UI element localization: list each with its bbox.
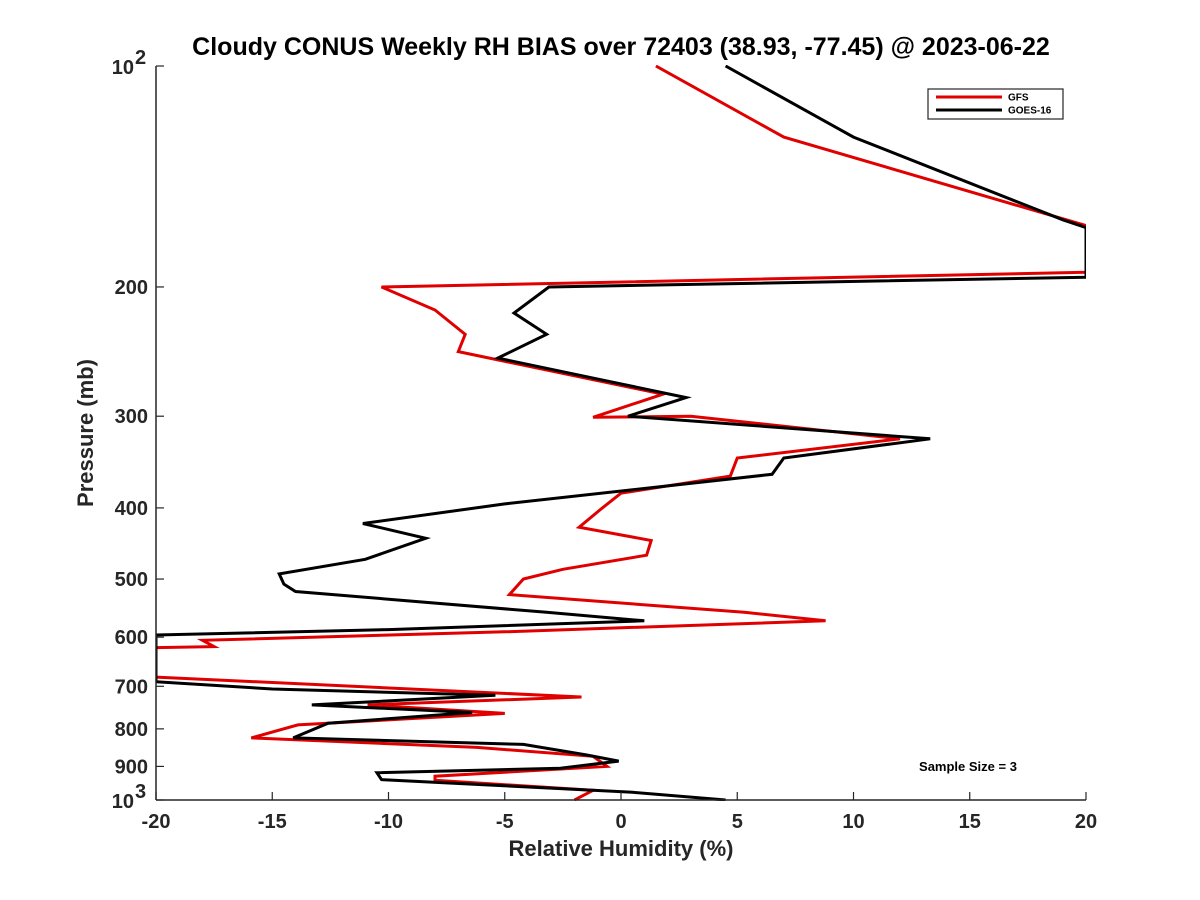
y-axis-label: Pressure (mb)	[73, 359, 98, 507]
x-tick-label: 15	[959, 811, 981, 833]
y-tick-label: 900	[115, 756, 148, 778]
series-layer	[156, 65, 1086, 801]
x-tick-label: 10	[842, 811, 864, 833]
x-tick-label: -5	[496, 811, 514, 833]
series-line-goes-16	[156, 65, 1086, 801]
y-tick-label: 10	[112, 791, 134, 813]
y-tick-exponent: 3	[135, 781, 146, 803]
x-tick-label: -10	[374, 811, 403, 833]
y-tick-label: 500	[115, 569, 148, 591]
legend-box	[927, 88, 1064, 120]
series-line-gfs	[156, 65, 1086, 801]
y-tick-label: 400	[115, 498, 148, 520]
sample-size-annotation: Sample Size = 3	[919, 759, 1017, 774]
y-tick-label: 700	[115, 676, 148, 698]
chart-title: Cloudy CONUS Weekly RH BIAS over 72403 (…	[192, 33, 1050, 61]
plot-background	[156, 66, 1086, 800]
y-tick-label: 10	[112, 57, 134, 79]
plot-area	[156, 66, 1086, 800]
x-tick-label: 0	[615, 811, 626, 833]
x-axis-label: Relative Humidity (%)	[509, 836, 734, 861]
x-tick-label: 5	[732, 811, 743, 833]
x-tick-label: 20	[1075, 811, 1097, 833]
legend-label: GFS	[1008, 93, 1029, 104]
legend: GFS GOES-16	[927, 88, 1064, 120]
legend-label: GOES-16	[1008, 106, 1052, 117]
x-tick-label: -15	[258, 811, 287, 833]
y-tick-label: 300	[115, 406, 148, 428]
y-tick-label: 200	[115, 277, 148, 299]
y-tick-label: 800	[115, 719, 148, 741]
x-tick-label: -20	[142, 811, 171, 833]
y-tick-exponent: 2	[135, 47, 146, 69]
axes-layer: -20 -15 -10 -5 0 5 10 15 20 200 300 400 500 600 700 800…	[112, 47, 1097, 833]
y-tick-label: 600	[115, 627, 148, 649]
